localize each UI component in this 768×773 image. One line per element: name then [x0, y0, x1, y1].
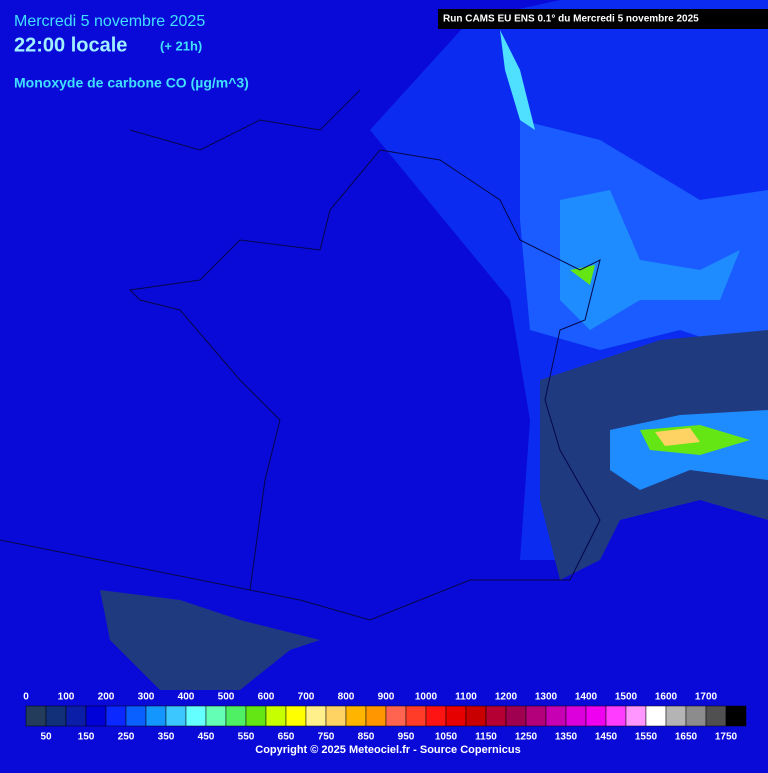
field-peak [570, 265, 595, 285]
legend-swatch [565, 705, 587, 727]
legend-label: 1050 [435, 732, 458, 743]
legend-label: 50 [40, 732, 52, 743]
field-plume [500, 30, 535, 130]
legend-label: 550 [238, 732, 255, 743]
legend-swatch [125, 705, 147, 727]
legend-label: 1150 [475, 732, 497, 743]
legend-label: 400 [178, 692, 195, 703]
legend-swatch [205, 705, 227, 727]
legend-label: 1300 [535, 692, 558, 703]
lead-time: (+ 21h) [160, 38, 202, 53]
legend-swatch [245, 705, 267, 727]
legend-swatch [165, 705, 187, 727]
legend-swatch [525, 705, 547, 727]
legend-label: 300 [138, 692, 155, 703]
legend-label: 1400 [575, 692, 598, 703]
legend-label: 750 [318, 732, 335, 743]
legend-swatch [665, 705, 687, 727]
legend-swatch [645, 705, 667, 727]
legend-label: 1450 [595, 732, 618, 743]
field-alps-peak [655, 428, 700, 446]
legend: 0 100 200 300 400 500 600 700 800 900 1000 1100 1200… [23, 692, 747, 743]
legend-swatch [405, 705, 427, 727]
legend-label: 450 [198, 732, 215, 743]
legend-swatch [385, 705, 407, 727]
legend-label: 200 [98, 692, 115, 703]
field-mid-high [560, 190, 740, 330]
legend-swatch [145, 705, 167, 727]
legend-swatch [325, 705, 347, 727]
legend-label: 250 [118, 732, 135, 743]
legend-swatch [305, 705, 327, 727]
legend-swatch [485, 705, 507, 727]
legend-label: 600 [258, 692, 275, 703]
legend-swatch [365, 705, 387, 727]
legend-label: 350 [158, 732, 175, 743]
legend-swatch [285, 705, 307, 727]
legend-swatch [345, 705, 367, 727]
field-spain [100, 590, 320, 690]
pollutant: Monoxyde de carbone CO (µg/m^3) [14, 75, 249, 91]
legend-swatch [105, 705, 127, 727]
legend-swatch [65, 705, 87, 727]
legend-label: 0 [23, 692, 29, 703]
legend-swatch [425, 705, 447, 727]
legend-swatch [725, 705, 747, 727]
spain-border [0, 539, 251, 591]
date: Mercredi 5 novembre 2025 [14, 13, 205, 30]
legend-swatch [45, 705, 67, 727]
legend-swatch [265, 705, 287, 727]
copyright: Copyright © 2025 Meteociel.fr - Source C… [255, 744, 520, 756]
legend-label: 1700 [695, 692, 718, 703]
legend-label: 900 [378, 692, 395, 703]
france-border [128, 149, 601, 621]
concentration-field [100, 0, 768, 690]
legend-label: 1750 [715, 732, 738, 743]
borders [0, 89, 601, 621]
legend-label: 1100 [455, 692, 477, 703]
legend-swatch [445, 705, 467, 727]
legend-swatch [545, 705, 567, 727]
legend-label: 500 [218, 692, 235, 703]
legend-swatch [185, 705, 207, 727]
legend-label: 150 [78, 732, 95, 743]
legend-swatch [465, 705, 487, 727]
england-coast [129, 89, 361, 151]
legend-swatch [585, 705, 607, 727]
legend-swatch [705, 705, 727, 727]
legend-label: 850 [358, 732, 375, 743]
legend-label: 700 [298, 692, 315, 703]
legend-label: 1500 [615, 692, 638, 703]
legend-swatch [85, 705, 107, 727]
legend-swatch [505, 705, 527, 727]
legend-swatch [625, 705, 647, 727]
legend-label: 1650 [675, 732, 698, 743]
legend-swatch [25, 705, 47, 727]
legend-swatch [685, 705, 707, 727]
legend-label: 100 [58, 692, 75, 703]
legend-label: 800 [338, 692, 355, 703]
legend-label: 1550 [635, 732, 658, 743]
legend-label: 1250 [515, 732, 538, 743]
legend-swatch [225, 705, 247, 727]
run-label-box [438, 9, 768, 29]
legend-label: 1000 [415, 692, 438, 703]
run-label: Run CAMS EU ENS 0.1° du Mercredi 5 novem… [443, 14, 699, 25]
legend-label: 950 [398, 732, 415, 743]
legend-label: 1200 [495, 692, 518, 703]
time: 22:00 locale [14, 34, 127, 56]
legend-label: 1600 [655, 692, 678, 703]
legend-label: 1350 [555, 732, 578, 743]
legend-swatch [605, 705, 627, 727]
legend-label: 650 [278, 732, 295, 743]
